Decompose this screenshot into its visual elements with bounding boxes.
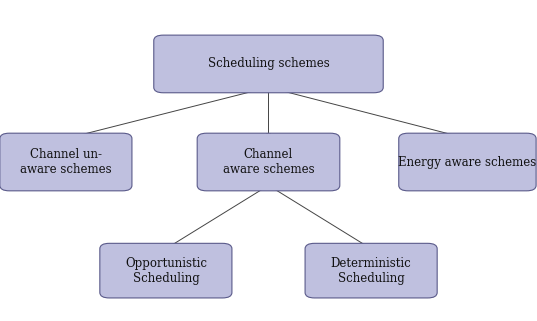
- Text: Channel
aware schemes: Channel aware schemes: [223, 148, 314, 176]
- FancyBboxPatch shape: [305, 243, 437, 298]
- Text: Energy aware schemes: Energy aware schemes: [398, 155, 536, 169]
- FancyBboxPatch shape: [154, 35, 383, 93]
- FancyBboxPatch shape: [399, 133, 536, 191]
- Text: Deterministic
Scheduling: Deterministic Scheduling: [331, 256, 411, 285]
- FancyBboxPatch shape: [100, 243, 232, 298]
- Text: Scheduling schemes: Scheduling schemes: [208, 57, 329, 70]
- FancyBboxPatch shape: [0, 133, 132, 191]
- Text: Channel un-
aware schemes: Channel un- aware schemes: [20, 148, 112, 176]
- Text: Opportunistic
Scheduling: Opportunistic Scheduling: [125, 256, 207, 285]
- FancyBboxPatch shape: [197, 133, 340, 191]
